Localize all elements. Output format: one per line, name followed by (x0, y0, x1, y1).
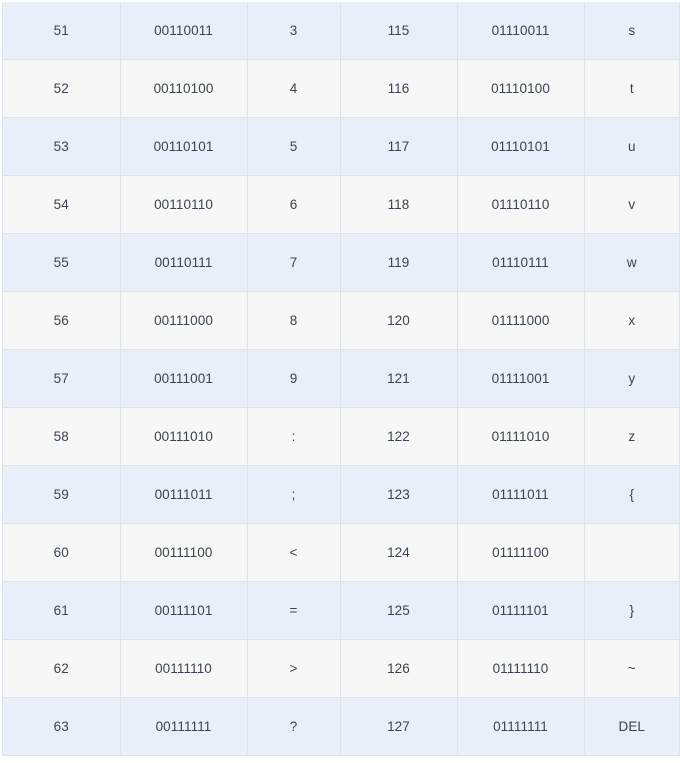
character-cell: 6 (247, 175, 341, 234)
table-row: 54 00110110 6 118 01110110 v (3, 175, 679, 234)
character-cell: ? (247, 697, 341, 755)
binary-cell: 01111001 (457, 349, 585, 408)
decimal-cell: 123 (340, 465, 458, 524)
character-cell: 3 (247, 2, 341, 60)
character-cell: 9 (247, 349, 341, 408)
binary-cell: 00111001 (120, 349, 248, 408)
character-cell: t (584, 59, 679, 118)
binary-cell: 00111010 (120, 407, 248, 466)
decimal-cell: 121 (340, 349, 458, 408)
table-row: 59 00111011; 123 01111011{ (3, 465, 679, 524)
binary-cell: 00110101 (120, 117, 248, 176)
binary-cell: 01110111 (457, 233, 585, 292)
decimal-cell: 52 (3, 59, 121, 118)
binary-cell: 01110110 (457, 175, 585, 234)
binary-cell: 01111000 (457, 291, 585, 350)
table-row: 63 00111111? 127 01111111 DEL (3, 697, 679, 755)
decimal-cell: 117 (340, 117, 458, 176)
character-cell: ; (247, 465, 341, 524)
binary-cell: 00111100 (120, 523, 248, 582)
binary-cell: 00111011 (120, 465, 248, 524)
decimal-cell: 54 (3, 175, 121, 234)
table-row: 53 00110101 5 117 01110101 u (3, 117, 679, 176)
table-row: 55 00110111 7 119 01110111 w (3, 233, 679, 292)
character-cell: s (584, 2, 679, 60)
binary-cell: 00111110 (120, 639, 248, 698)
binary-cell: 00111111 (120, 697, 248, 755)
character-cell: 8 (247, 291, 341, 350)
decimal-cell: 122 (340, 407, 458, 466)
decimal-cell: 126 (340, 639, 458, 698)
binary-cell: 01111010 (457, 407, 585, 466)
table-row: 58 00111010:122 01111010 z (3, 407, 679, 466)
decimal-cell: 127 (340, 697, 458, 755)
ascii-table-body: 51 00110011 3 115 01110011 s 52 00110100 4 116 011… (3, 2, 679, 755)
decimal-cell: 55 (3, 233, 121, 292)
character-cell: z (584, 407, 679, 466)
character-cell: 4 (247, 59, 341, 118)
table-row: 56 00111000 8 120 01111000 x (3, 291, 679, 350)
table-row: 62 00111110 >126 01111110 ~ (3, 639, 679, 698)
binary-cell: 01111110 (457, 639, 585, 698)
binary-cell: 00111101 (120, 581, 248, 640)
table-row: 51 00110011 3 115 01110011 s (3, 2, 679, 60)
binary-cell: 00110011 (120, 2, 248, 60)
decimal-cell: 51 (3, 2, 121, 60)
binary-cell: 01111101 (457, 581, 585, 640)
binary-cell: 01111100 (457, 523, 585, 582)
ascii-table: 51 00110011 3 115 01110011 s 52 00110100 4 116 011… (3, 2, 679, 755)
decimal-cell: 53 (3, 117, 121, 176)
binary-cell: 00110111 (120, 233, 248, 292)
character-cell: 5 (247, 117, 341, 176)
decimal-cell: 56 (3, 291, 121, 350)
decimal-cell: 58 (3, 407, 121, 466)
character-cell: DEL (584, 697, 679, 755)
decimal-cell: 60 (3, 523, 121, 582)
character-cell: w (584, 233, 679, 292)
decimal-cell: 116 (340, 59, 458, 118)
table-row: 52 00110100 4 116 01110100 t (3, 59, 679, 118)
decimal-cell: 125 (340, 581, 458, 640)
binary-cell: 01111011 (457, 465, 585, 524)
table-row: 57 00111001 9 121 01111001 y (3, 349, 679, 408)
character-cell (584, 523, 679, 582)
binary-cell: 00110100 (120, 59, 248, 118)
decimal-cell: 124 (340, 523, 458, 582)
decimal-cell: 57 (3, 349, 121, 408)
character-cell: x (584, 291, 679, 350)
decimal-cell: 119 (340, 233, 458, 292)
binary-cell: 01110100 (457, 59, 585, 118)
table-row: 61 00111101 = 125 01111101} (3, 581, 679, 640)
decimal-cell: 59 (3, 465, 121, 524)
binary-cell: 01110101 (457, 117, 585, 176)
table-row: 60 00111100 <124 01111100 (3, 523, 679, 582)
decimal-cell: 118 (340, 175, 458, 234)
character-cell: v (584, 175, 679, 234)
character-cell: > (247, 639, 341, 698)
decimal-cell: 61 (3, 581, 121, 640)
binary-cell: 00110110 (120, 175, 248, 234)
decimal-cell: 63 (3, 697, 121, 755)
character-cell: 7 (247, 233, 341, 292)
decimal-cell: 115 (340, 2, 458, 60)
character-cell: = (247, 581, 341, 640)
character-cell: { (584, 465, 679, 524)
character-cell: ~ (584, 639, 679, 698)
decimal-cell: 62 (3, 639, 121, 698)
character-cell: < (247, 523, 341, 582)
binary-cell: 01111111 (457, 697, 585, 755)
decimal-cell: 120 (340, 291, 458, 350)
character-cell: y (584, 349, 679, 408)
binary-cell: 01110011 (457, 2, 585, 60)
character-cell: } (584, 581, 679, 640)
character-cell: u (584, 117, 679, 176)
binary-cell: 00111000 (120, 291, 248, 350)
character-cell: : (247, 407, 341, 466)
